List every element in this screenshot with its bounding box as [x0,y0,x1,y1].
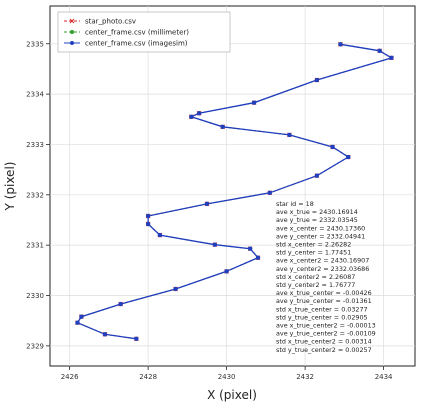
data-point [75,320,80,325]
data-point [287,132,292,138]
stats-line: ave y_center = 2332.04941 [276,232,365,240]
stats-line: ave x_true_center = -0.00426 [276,289,372,297]
series-lines [75,41,394,342]
data-point [157,232,163,238]
data-point [255,255,261,260]
data-point [145,221,151,227]
stats-line: ave y_true_center = -0.01361 [276,297,372,305]
legend-box [57,11,231,53]
stats-line: star id = 18 [276,200,314,208]
x-tick-label: 2434 [375,373,393,381]
x-tick-label: 2430 [218,373,236,381]
stats-line: ave x_center = 2430.17360 [276,224,365,232]
stats-line: std x_center = 2.26282 [276,241,351,249]
data-point [346,154,351,160]
stats-line: std y_true_center = 0.02905 [276,313,368,321]
data-point [267,190,272,195]
data-point [224,269,229,274]
data-point [330,144,335,150]
stats-line: std y_center = 1.77451 [276,249,351,257]
grid [50,6,415,366]
data-point [173,286,178,292]
data-point [196,111,202,116]
y-tick-label: 2330 [26,292,44,300]
stats-line: std x_true_center = 0.03277 [276,305,368,313]
axis-ticks: 2426 2428 2430 2432 2434 2329 2330 2331 2332 2333… [26,40,393,381]
legend-entry: center_frame.csv (imagesim) [85,40,188,48]
legend-entry: center_frame.csv (millimeter) [85,29,189,37]
stats-line: ave x_true_center2 = -0.00013 [276,322,376,330]
y-tick-label: 2329 [26,342,44,350]
data-point [251,100,257,105]
legend-entry: star_photo.csv [85,18,136,26]
data-point [314,173,320,178]
legend-marker [69,18,75,24]
y-tick-label: 2331 [26,242,44,250]
data-point [212,242,218,247]
data-point [145,213,151,219]
y-tick-label: 2333 [26,141,44,149]
data-point [220,124,225,130]
x-tick-label: 2432 [296,373,314,381]
x-tick-label: 2428 [139,373,157,381]
data-point [102,332,108,337]
data-point [247,246,253,251]
stats-line: std x_true_center2 = 0.00314 [276,338,372,346]
data-point [314,77,320,83]
stats-line: ave x_true = 2430.16914 [276,208,358,216]
data-point [79,314,84,319]
data-point [338,42,343,47]
data-point [204,201,210,207]
legend: star_photo.csv center_frame.csv (millimet… [57,11,231,53]
stats-line: ave x_center2 = 2430.16907 [276,257,369,265]
data-point [118,301,123,307]
y-tick-label: 2334 [26,91,44,99]
stats-line: std x_center2 = 2.26087 [276,273,355,281]
data-point [189,114,194,119]
y-axis-label: Y (pixel) [3,162,17,212]
stats-line: ave y_true_center2 = -0.00109 [276,330,376,338]
y-tick-label: 2332 [26,191,44,199]
data-point [134,336,139,342]
data-point [377,48,382,54]
x-axis-label: X (pixel) [207,388,257,402]
data-point [389,55,394,61]
stats-line: ave y_true = 2332.03545 [276,216,358,224]
legend-marker [70,41,74,45]
y-tick-label: 2335 [26,40,44,48]
x-tick-label: 2426 [61,373,79,381]
plot-area [49,5,416,367]
stats-line: ave y_center2 = 2332.03686 [276,265,369,273]
stats-line: std y_center2 = 1.76777 [276,281,355,289]
legend-marker [70,30,74,34]
stats-line: std y_true_center2 = 0.00257 [276,346,372,354]
